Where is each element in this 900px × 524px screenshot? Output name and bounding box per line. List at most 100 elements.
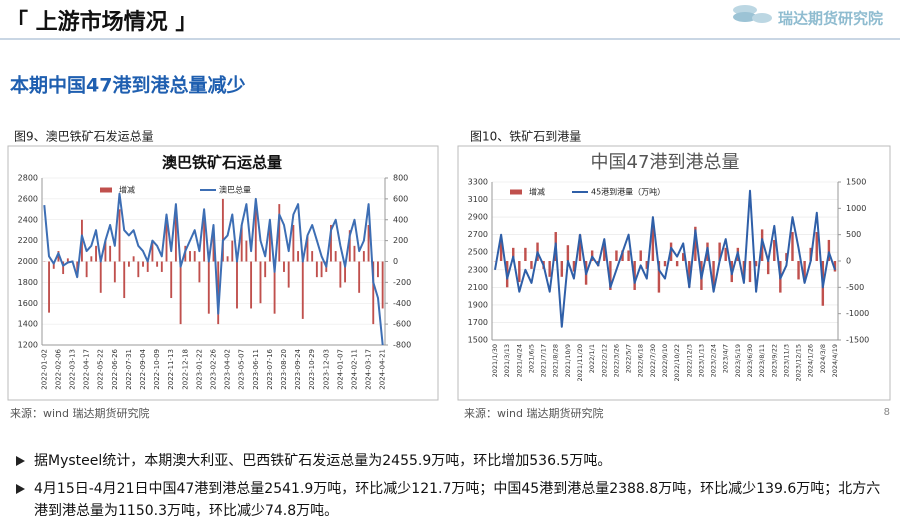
- bar: [372, 261, 375, 325]
- bar: [48, 261, 50, 313]
- caption: 图9、澳巴铁矿石发运总量: [14, 129, 154, 144]
- logo-icon: [733, 5, 772, 23]
- bar: [137, 261, 140, 278]
- bar: [207, 261, 210, 314]
- bar: [57, 251, 60, 262]
- bar: [165, 219, 168, 262]
- y2-tick-label: 0: [393, 257, 398, 266]
- bar: [301, 261, 304, 319]
- x-tick-label: 2021/6/5: [527, 344, 535, 373]
- legend-swatch: [100, 187, 112, 193]
- y-tick-label: 2300: [468, 265, 488, 274]
- header-rule: [0, 38, 900, 40]
- x-tick-label: 2021/10/9: [564, 344, 572, 377]
- caption: 图10、铁矿石到港量: [470, 130, 581, 144]
- x-tick-label: 2022-03-13: [69, 349, 77, 390]
- bar: [306, 235, 309, 262]
- legend-label: 45港到港量（万吨）: [591, 187, 665, 197]
- x-tick-label: 2023/5/19: [734, 344, 742, 377]
- chart-frame: [7, 145, 439, 401]
- bar: [66, 258, 69, 262]
- bar: [283, 261, 285, 272]
- x-tick-label: 2024-04-21: [379, 349, 387, 390]
- bar: [160, 261, 163, 272]
- bar: [362, 251, 365, 262]
- x-tick-label: 2022/5/7: [625, 344, 633, 373]
- x-tick-label: 2023/2/24: [710, 344, 718, 377]
- bar: [566, 245, 570, 261]
- bar: [748, 261, 752, 283]
- bar: [773, 239, 776, 261]
- bar: [578, 234, 582, 261]
- bar: [353, 245, 356, 262]
- y2-tick-label: 200: [393, 236, 408, 245]
- y2-tick-label: -600: [393, 320, 411, 329]
- bar: [791, 232, 794, 261]
- bar: [132, 256, 135, 262]
- x-tick-label: 2022/12/3: [685, 344, 693, 377]
- x-tick-label: 2023/4/7: [722, 344, 730, 373]
- bar: [348, 230, 351, 262]
- bar: [245, 240, 248, 262]
- bar: [724, 247, 727, 261]
- bar: [377, 261, 379, 278]
- x-tick-label: 2022-02-06: [54, 348, 62, 389]
- bar: [718, 242, 721, 261]
- bar: [512, 247, 515, 261]
- y-tick-label: 2800: [18, 174, 38, 183]
- bar: [198, 261, 201, 283]
- x-tick-label: 2023/12/15: [795, 344, 803, 381]
- x-tick-label: 2022/2/12: [600, 344, 608, 377]
- bar: [259, 261, 262, 304]
- bar: [236, 261, 238, 309]
- bar: [250, 261, 253, 309]
- bar: [315, 261, 318, 278]
- bar: [657, 261, 661, 293]
- legend-label: 增减: [119, 185, 135, 195]
- bar: [627, 250, 630, 261]
- bar: [621, 250, 624, 261]
- bar: [179, 261, 182, 325]
- x-tick-label: 2021/4/24: [515, 344, 523, 377]
- x-tick-label: 2024-02-11: [350, 349, 358, 390]
- bar: [530, 261, 533, 269]
- x-tick-label: 2023-07-16: [266, 348, 274, 389]
- bar: [339, 261, 342, 288]
- bar: [113, 261, 116, 283]
- x-tick-label: 2022-06-26: [111, 348, 119, 389]
- bar: [367, 224, 370, 262]
- y2-tick-label: 600: [393, 194, 408, 203]
- chart-frame: [457, 145, 891, 401]
- source: 来源：wind 瑞达期货研究院: [10, 406, 150, 420]
- x-tick-label: 2023-08-20: [280, 349, 288, 390]
- y2-tick-label: -200: [393, 278, 411, 287]
- bar: [615, 250, 618, 261]
- x-tick-label: 2021/1/30: [491, 344, 499, 377]
- bar: [109, 245, 112, 262]
- logo-text: 瑞达期货研究院: [778, 10, 883, 28]
- bar: [639, 250, 642, 261]
- bar: [142, 261, 144, 267]
- x-tick-label: 2022/6/18: [637, 344, 645, 377]
- y2-tick-label: 400: [393, 215, 408, 224]
- x-tick-label: 2022-05-22: [97, 349, 105, 390]
- x-tick-label: 2023-09-24: [294, 348, 302, 389]
- bar: [268, 224, 271, 262]
- bar: [833, 261, 837, 272]
- bar: [297, 251, 300, 262]
- bar: [311, 251, 314, 262]
- x-tick-label: 2022-11-13: [167, 349, 175, 390]
- bar: [287, 261, 290, 288]
- line: [43, 192, 384, 346]
- bar: [358, 261, 361, 293]
- x-tick-label: 2022-09-04: [139, 348, 147, 389]
- bar: [90, 256, 93, 262]
- y-tick-label: 3300: [468, 178, 488, 187]
- x-tick-label: 2022/10/22: [673, 344, 681, 381]
- bar: [240, 224, 243, 262]
- bar: [330, 224, 332, 262]
- legend-label: 增减: [529, 187, 545, 197]
- bar: [766, 261, 770, 275]
- x-tick-label: 2022-12-18: [181, 349, 189, 390]
- y-tick-label: 1700: [468, 318, 488, 327]
